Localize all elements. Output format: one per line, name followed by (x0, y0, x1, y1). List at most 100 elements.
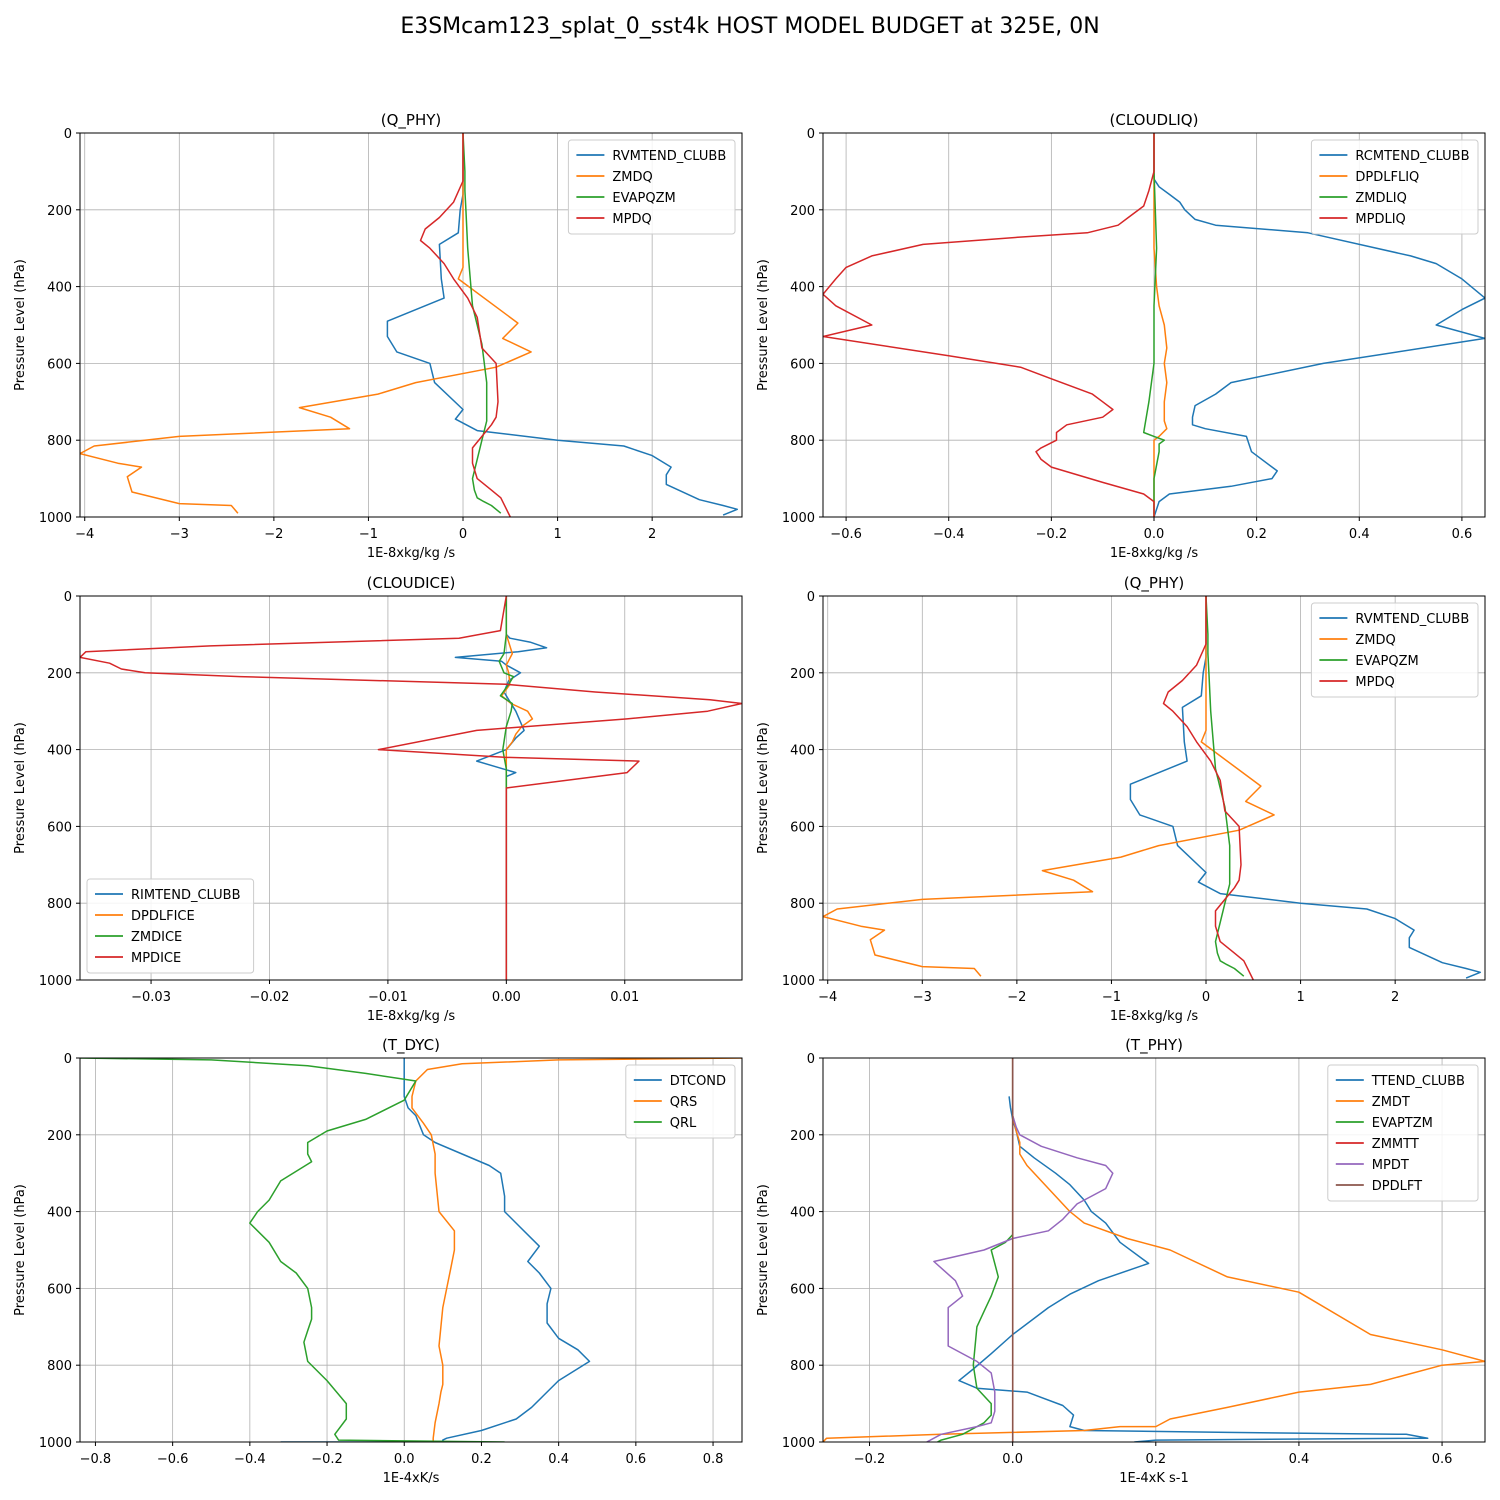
y-axis-label: Pressure Level (hPa) (756, 1184, 771, 1316)
y-tick-label: 800 (47, 434, 72, 449)
y-tick-label: 0 (807, 590, 815, 605)
series-line-dpdlfliq (1153, 133, 1168, 517)
y-tick-label: 0 (64, 1052, 72, 1067)
y-tick-label: 600 (47, 357, 72, 372)
x-axis-label: 1E-8xkg/kg /s (367, 1009, 456, 1024)
y-tick-label: 200 (47, 204, 72, 219)
legend-box (1310, 139, 1479, 235)
x-tick-label: −0.02 (250, 990, 290, 1005)
axes-frame (822, 1057, 1486, 1443)
legend-label: RVMTEND_CLUBB (612, 149, 726, 164)
y-tick-label: 600 (790, 820, 815, 835)
y-tick-label: 200 (790, 667, 815, 682)
series-line-evapqzm (1205, 596, 1245, 977)
y-tick-label: 1000 (39, 511, 72, 526)
legend-box (567, 139, 736, 235)
x-axis-label: 1E-8xkg/kg /s (367, 546, 456, 561)
x-axis-label: 1E-8xkg/kg /s (1110, 1009, 1199, 1024)
y-tick-label: 1000 (782, 1436, 815, 1451)
x-tick-label: 0.4 (1289, 1452, 1310, 1467)
series-line-evaptzm (937, 1058, 1014, 1442)
legend-label: RVMTEND_CLUBB (1355, 612, 1469, 627)
series-line-qrl (80, 1058, 505, 1442)
x-axis-label: 1E-4xK s-1 (1119, 1471, 1189, 1486)
x-tick-label: 0.6 (626, 1452, 647, 1467)
series-line-mpdice (80, 596, 742, 980)
y-tick-label: 800 (47, 897, 72, 912)
chart-panel-4: −4 −3 −2 −1 0 1 2 0 200 400 600 800 1000 (Q_PHY) 1E-8x… (756, 574, 1486, 1024)
series-line-mpdq (419, 133, 511, 517)
legend-label: ZMDQ (612, 170, 652, 185)
y-tick-label: 600 (790, 357, 815, 372)
legend-label: TTEND_CLUBB (1371, 1074, 1465, 1089)
y-tick-label: 400 (47, 1206, 72, 1221)
x-tick-label: −0.03 (131, 990, 171, 1005)
y-tick-label: 600 (47, 1282, 72, 1297)
y-tick-label: 200 (47, 667, 72, 682)
legend-label: MPDLIQ (1355, 212, 1405, 227)
x-tick-label: 2 (1391, 990, 1399, 1005)
y-tick-label: 1000 (39, 1436, 72, 1451)
axes-frame (79, 1057, 743, 1443)
y-tick-label: 0 (64, 127, 72, 142)
series-line-zmdice (498, 596, 515, 980)
y-tick-label: 400 (47, 744, 72, 759)
y-tick-label: 400 (790, 744, 815, 759)
series-line-zmdq (80, 133, 532, 514)
series-line-zmdliq (1142, 133, 1166, 517)
x-tick-label: −4 (818, 990, 837, 1005)
x-tick-label: 0.4 (1349, 527, 1370, 542)
legend-label: RCMTEND_CLUBB (1355, 149, 1469, 164)
legend-box (1327, 1064, 1479, 1202)
series-line-rcmtend_clubb (1153, 133, 1485, 517)
legend-label: ZMDICE (131, 930, 182, 945)
legend-box (625, 1064, 736, 1139)
x-tick-label: −4 (75, 527, 94, 542)
x-tick-label: 0.0 (394, 1452, 415, 1467)
legend-label: DTCOND (670, 1074, 726, 1089)
legend-label: MPDICE (131, 951, 181, 966)
chart-title: (T_DYC) (382, 1036, 440, 1055)
y-tick-label: 800 (790, 897, 815, 912)
x-tick-label: 0.4 (548, 1452, 569, 1467)
chart-title: (CLOUDICE) (367, 574, 456, 592)
x-tick-label: 0.2 (1145, 1452, 1166, 1467)
legend: RCMTEND_CLUBB DPDLFLIQ ZMDLIQ MPDLIQ (1310, 139, 1479, 235)
series-line-rvmtend_clubb (1129, 596, 1482, 979)
axes-frame (822, 595, 1486, 981)
x-tick-label: −0.4 (933, 527, 965, 542)
y-tick-label: 1000 (39, 974, 72, 989)
y-tick-label: 800 (47, 1359, 72, 1374)
chart-panel-1: −4 −3 −2 −1 0 1 2 0 200 400 600 800 1000 (Q_PHY) 1E-8x… (13, 111, 743, 561)
chart-title: (T_PHY) (1125, 1036, 1183, 1055)
chart-panel-5: −0.8 −0.6 −0.4 −0.2 0.0 0.2 0.4 0.6 0.8 0 200 400 60… (13, 1036, 743, 1486)
series-line-rimtend_clubb (454, 596, 548, 980)
legend-label: ZMMTT (1372, 1137, 1419, 1152)
x-tick-label: 0.6 (1452, 527, 1473, 542)
chart-panel-6: −0.2 0.0 0.2 0.4 0.6 0 200 400 600 800 1000 (T_PHY)… (756, 1036, 1486, 1486)
x-axis-label: 1E-4xK/s (383, 1471, 440, 1486)
x-tick-label: −0.2 (311, 1452, 343, 1467)
y-tick-label: 600 (47, 820, 72, 835)
legend: RVMTEND_CLUBB ZMDQ EVAPQZM MPDQ (567, 139, 736, 235)
legend-label: MPDQ (1355, 675, 1394, 690)
x-tick-label: 0 (1202, 990, 1210, 1005)
x-tick-label: 1 (1296, 990, 1304, 1005)
legend-box (86, 878, 255, 974)
legend: RIMTEND_CLUBB DPDLFICE ZMDICE MPDICE (86, 878, 255, 974)
legend-label: MPDQ (612, 212, 651, 227)
y-tick-label: 0 (64, 590, 72, 605)
legend-label: EVAPQZM (1355, 654, 1418, 669)
axes-frame (79, 132, 743, 518)
x-tick-label: −3 (913, 990, 932, 1005)
series-line-mpdt (926, 1058, 1114, 1442)
legend-label: QRL (670, 1116, 697, 1131)
y-axis-label: Pressure Level (hPa) (13, 259, 28, 391)
legend: DTCOND QRS QRL (625, 1064, 736, 1139)
y-tick-label: 0 (807, 1052, 815, 1067)
x-tick-label: −2 (264, 527, 283, 542)
series-line-dpdlfice (500, 596, 534, 980)
legend-label: EVAPTZM (1372, 1116, 1433, 1131)
series-line-rvmtend_clubb (386, 133, 739, 516)
y-axis-label: Pressure Level (hPa) (13, 1184, 28, 1316)
